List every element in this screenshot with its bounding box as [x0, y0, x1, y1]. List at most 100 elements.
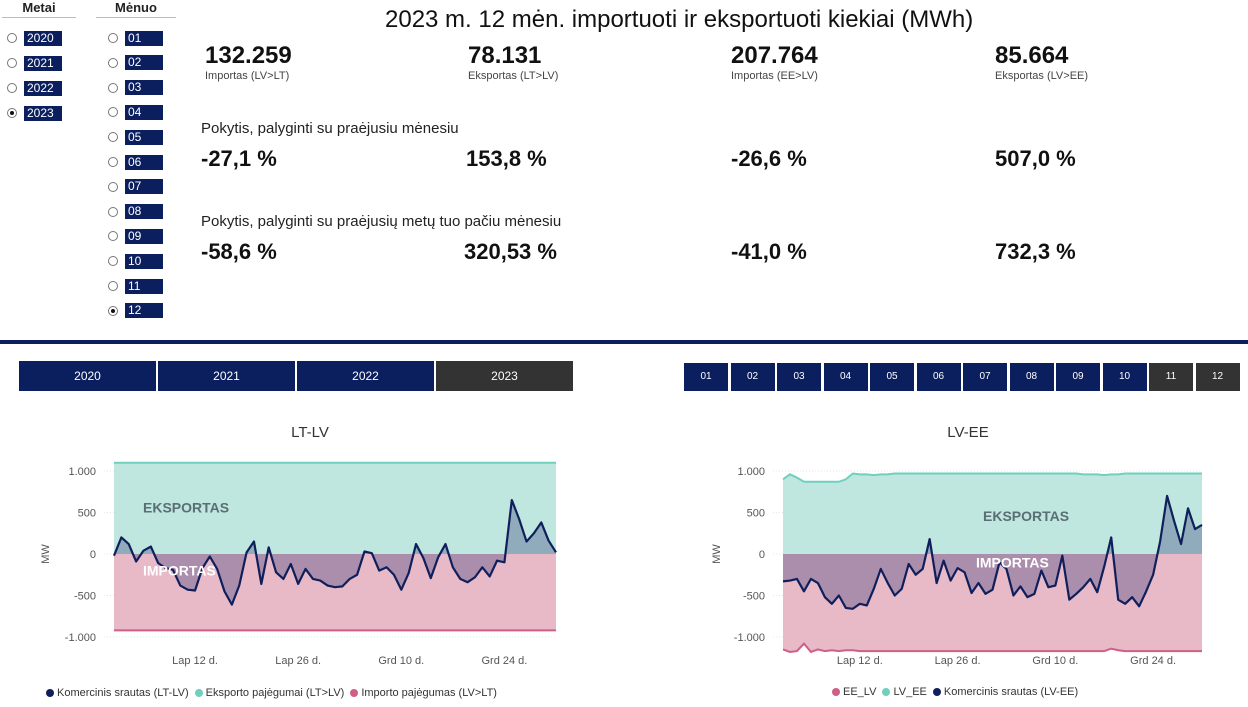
year-tab-2021[interactable]: 2021 — [158, 361, 295, 391]
month-tab-09[interactable]: 09 — [1056, 363, 1100, 391]
year-tab-2023[interactable]: 2023 — [436, 361, 573, 391]
month-option-10[interactable]: 10 — [108, 253, 163, 269]
radio-button[interactable] — [108, 57, 118, 68]
year-option-2023[interactable]: 2023 — [7, 105, 62, 121]
option-label[interactable]: 2023 — [24, 105, 62, 121]
radio-button[interactable] — [108, 132, 118, 143]
option-label[interactable]: 12 — [125, 303, 163, 319]
radio-button[interactable] — [7, 83, 17, 93]
month-option-01[interactable]: 01 — [108, 30, 163, 46]
option-label[interactable]: 07 — [125, 179, 163, 195]
month-tab-01[interactable]: 01 — [684, 363, 728, 391]
month-tab-05[interactable]: 05 — [870, 363, 914, 391]
legend-lt-lv: Komercinis srautas (LT-LV) Eksporto pajė… — [40, 687, 497, 699]
change-month-value: -27,1 % — [201, 146, 277, 171]
month-option-12[interactable]: 12 — [108, 303, 163, 319]
page-title: 2023 m. 12 mėn. importuoti ir eksportuot… — [385, 6, 974, 33]
radio-button[interactable] — [108, 231, 118, 242]
month-tab-12[interactable]: 12 — [1195, 363, 1240, 391]
month-tab-03[interactable]: 03 — [777, 363, 821, 391]
month-tab-02[interactable]: 02 — [730, 363, 775, 391]
legend-item[interactable]: Eksporto pajėgumai (LT>LV) — [205, 687, 345, 699]
option-label[interactable]: 09 — [125, 228, 163, 244]
legend-item[interactable]: Komercinis srautas (LT-LV) — [57, 687, 189, 699]
year-tab-2020[interactable]: 2020 — [19, 361, 156, 391]
option-label[interactable]: 03 — [125, 80, 163, 96]
month-option-06[interactable]: 06 — [108, 154, 163, 170]
month-option-11[interactable]: 11 — [108, 278, 163, 294]
legend-item[interactable]: Importo pajėgumas (LV>LT) — [361, 687, 497, 699]
year-option-2022[interactable]: 2022 — [7, 80, 62, 96]
option-label[interactable]: 05 — [125, 129, 163, 145]
legend-swatch — [46, 689, 54, 697]
legend-item[interactable]: Komercinis srautas (LV-EE) — [943, 686, 1079, 698]
radio-button[interactable] — [108, 33, 118, 43]
legend-swatch — [350, 689, 359, 697]
y-tick-label: 500 — [747, 508, 765, 520]
kpi-value: 207.764 — [731, 42, 818, 69]
option-label[interactable]: 10 — [125, 253, 163, 269]
year-option-2021[interactable]: 2021 — [7, 55, 62, 71]
month-tab-08[interactable]: 08 — [1009, 363, 1054, 391]
option-label[interactable]: 01 — [125, 30, 163, 46]
option-label[interactable]: 08 — [125, 204, 163, 220]
month-option-09[interactable]: 09 — [108, 228, 163, 244]
month-option-05[interactable]: 05 — [108, 129, 163, 145]
kpi-value: 132.259 — [205, 42, 292, 69]
kpi-export-lt-lv: 78.131 Eksportas (LT>LV) — [468, 42, 558, 82]
radio-button[interactable] — [108, 181, 118, 192]
month-tab-10[interactable]: 10 — [1102, 363, 1147, 391]
month-tab-11[interactable]: 11 — [1149, 363, 1193, 391]
radio-button[interactable] — [108, 206, 118, 217]
option-label[interactable]: 06 — [125, 154, 163, 170]
chart-title-lv-ee: LV-EE — [947, 424, 989, 441]
option-label[interactable]: 2020 — [24, 30, 62, 46]
y-tick-label: 0 — [759, 549, 765, 561]
change-year-value: 320,53 % — [464, 239, 557, 264]
month-option-03[interactable]: 03 — [108, 80, 163, 96]
radio-button[interactable] — [108, 256, 118, 267]
kpi-value: 85.664 — [995, 42, 1069, 69]
kpi-label: Importas (LV>LT) — [205, 70, 290, 82]
option-label[interactable]: 02 — [125, 55, 163, 71]
kpi-label: Eksportas (LV>EE) — [995, 70, 1089, 82]
radio-button[interactable] — [108, 157, 118, 167]
radio-button[interactable] — [108, 281, 118, 291]
change-year-value: -41,0 % — [731, 239, 807, 264]
option-label[interactable]: 04 — [125, 104, 163, 120]
x-tick-label: Grd 10 d. — [1032, 655, 1078, 667]
y-tick-label: -500 — [74, 591, 96, 603]
year-option-2020[interactable]: 2020 — [7, 30, 62, 46]
y-tick-label: -1.000 — [734, 632, 765, 644]
option-label[interactable]: 11 — [125, 278, 163, 294]
radio-button[interactable] — [7, 108, 17, 118]
year-tab-2022[interactable]: 2022 — [297, 361, 434, 391]
kpi-import-ee-lv: 207.764 Importas (EE>LV) — [731, 42, 818, 82]
option-label[interactable]: 2022 — [24, 80, 62, 96]
change-month-value: 507,0 % — [995, 146, 1076, 171]
legend-item[interactable]: EE_LV — [843, 686, 877, 698]
chart-lv-ee: 1.000 500 0 -500 -1.000 MW EKSPORTAS IMPORTAS La… — [711, 466, 1203, 667]
month-tab-04[interactable]: 04 — [823, 363, 868, 391]
month-option-08[interactable]: 08 — [108, 204, 163, 220]
x-tick-label: Lap 12 d. — [172, 655, 218, 667]
radio-button[interactable] — [108, 82, 118, 93]
change-month-value: 153,8 % — [466, 146, 547, 171]
month-option-02[interactable]: 02 — [108, 55, 163, 71]
radio-button[interactable] — [108, 107, 118, 118]
change-year-value: -58,6 % — [201, 239, 277, 264]
radio-button[interactable] — [108, 305, 118, 316]
radio-button[interactable] — [7, 58, 17, 68]
radio-button[interactable] — [7, 33, 17, 43]
month-tab-06[interactable]: 06 — [916, 363, 961, 391]
kpi-value: 78.131 — [468, 42, 542, 69]
month-option-04[interactable]: 04 — [108, 104, 163, 120]
option-label[interactable]: 2021 — [24, 55, 62, 71]
import-capacity-area — [783, 554, 1202, 652]
month-option-07[interactable]: 07 — [108, 179, 163, 195]
legend-item[interactable]: LV_EE — [893, 686, 927, 698]
month-tab-07[interactable]: 07 — [963, 363, 1007, 391]
y-tick-label: -1.000 — [65, 632, 96, 644]
import-capacity-area — [114, 554, 556, 631]
y-tick-label: 0 — [90, 549, 96, 561]
